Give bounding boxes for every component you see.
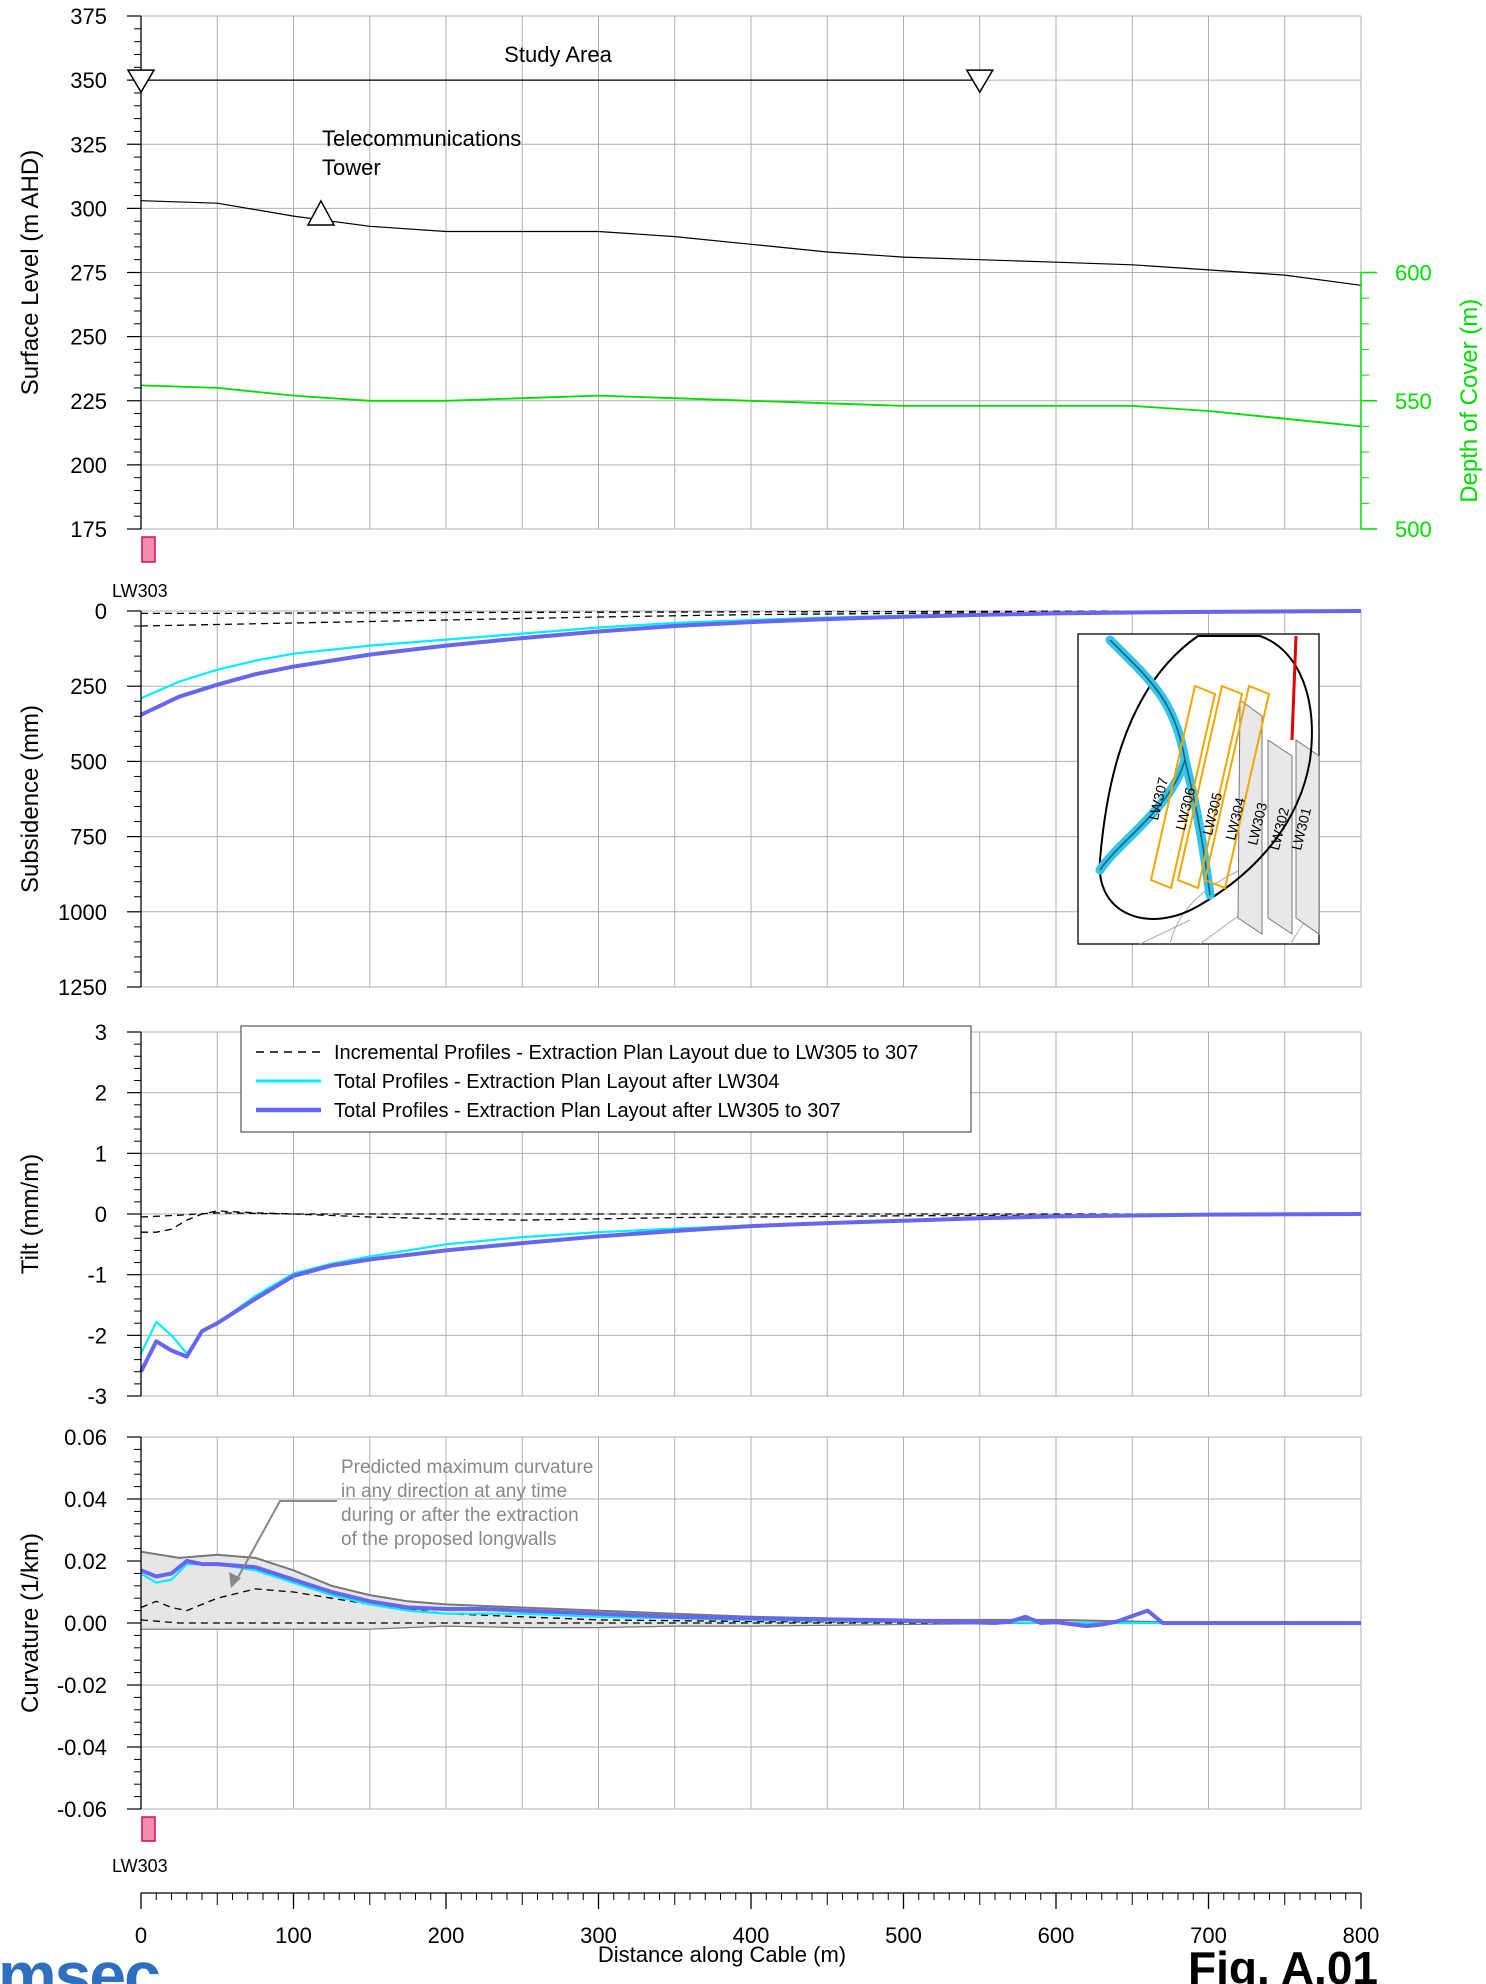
y-tick-label-subsidence: 1000 [58, 900, 107, 925]
y-tick-label-surface: 250 [70, 325, 107, 350]
x-tick-label: 500 [885, 1923, 922, 1948]
figure-label: Fig. A.01 [1188, 1942, 1378, 1984]
study-area-marker [126, 69, 156, 94]
y-tick-label-surface: 375 [70, 4, 107, 29]
y-tick-label-curvature: 0.02 [64, 1549, 107, 1574]
x-tick-label: 700 [1190, 1923, 1227, 1948]
y-tick-label-tilt: -3 [87, 1384, 107, 1409]
legend: Incremental Profiles - Extraction Plan L… [240, 1025, 972, 1133]
company-logo: msec [0, 1938, 159, 1984]
series-surface-surface [140, 200, 1362, 286]
y-tick-label-tilt: 1 [95, 1141, 107, 1166]
inset-panel-existing-west [1237, 699, 1263, 935]
curvature-note-4: of the proposed longwalls [341, 1529, 556, 1550]
envelope-lower-line [141, 1622, 1361, 1630]
x-tick-label: 0 [135, 1923, 147, 1948]
panel-marker-label-top: LW303 [112, 581, 168, 601]
y-tick-label-tilt: 3 [95, 1020, 107, 1045]
y2-tick-label: 600 [1395, 261, 1432, 286]
annotation-arrow-head [229, 1572, 241, 1588]
x-tick-label: 600 [1038, 1923, 1075, 1948]
y-tick-label-tilt: -1 [87, 1263, 107, 1288]
y-tick-label-subsidence: 500 [70, 749, 107, 774]
y-tick-label-tilt: 0 [95, 1202, 107, 1227]
y-tick-label-surface: 350 [70, 68, 107, 93]
y-tick-label-tilt: 2 [95, 1081, 107, 1106]
y-tick-label-tilt: -2 [87, 1323, 107, 1348]
y-tick-label-subsidence: 0 [95, 599, 107, 624]
y-axis-title-subsidence: Subsidence (mm) [17, 705, 44, 893]
curvature-note-1: Predicted maximum curvature [341, 1457, 593, 1478]
series-total_lw307-subsidence [140, 609, 1362, 717]
y-tick-label-curvature: -0.02 [57, 1673, 107, 1698]
y-axis-title-tilt: Tilt (mm/m) [17, 1154, 44, 1274]
legend-label-total-lw307: Total Profiles - Extraction Plan Layout … [334, 1100, 841, 1122]
curvature-note-3: during or after the extraction [341, 1505, 579, 1526]
y-tick-label-surface: 200 [70, 453, 107, 478]
annotations [126, 69, 995, 1842]
y-tick-label-curvature: -0.06 [57, 1797, 107, 1822]
y2-tick-label: 500 [1395, 517, 1432, 542]
y-tick-label-curvature: -0.04 [57, 1735, 107, 1760]
y-tick-label-surface: 275 [70, 261, 107, 286]
y-tick-label-curvature: 0.00 [64, 1611, 107, 1636]
legend-label-total-lw304: Total Profiles - Extraction Plan Layout … [334, 1071, 779, 1093]
inset-panel-lw306 [1176, 684, 1244, 890]
study-area-marker [965, 69, 995, 94]
x-axis-title: Distance along Cable (m) [598, 1942, 846, 1967]
y-tick-label-surface: 175 [70, 517, 107, 542]
study-area-label: Study Area [504, 42, 612, 67]
static-text: Study Area Telecommunications Tower LW30… [0, 42, 1378, 1984]
y2-axis-title: Depth of Cover (m) [1456, 299, 1483, 503]
x-tick-label: 800 [1343, 1923, 1380, 1948]
inset-study-boundary [1098, 635, 1313, 920]
series-total_lw307-curvature [140, 1559, 1361, 1629]
annotation-arrow-line [235, 1500, 337, 1582]
y-tick-label-subsidence: 750 [70, 825, 107, 850]
x-tick-label: 100 [275, 1923, 312, 1948]
y-tick-label-surface: 300 [70, 196, 107, 221]
x-tick-label: 300 [580, 1923, 617, 1948]
y-axis-title-curvature: Curvature (1/km) [17, 1533, 44, 1713]
inset-panel-lw307 [1149, 684, 1217, 890]
tower-marker [306, 199, 336, 226]
y-tick-label-curvature: 0.04 [64, 1487, 107, 1512]
inset-roads [1139, 869, 1320, 945]
panel-marker-top [141, 536, 156, 563]
legend-label-incremental: Incremental Profiles - Extraction Plan L… [334, 1042, 918, 1064]
series-incremental-tilt [141, 1210, 1362, 1233]
x-tick-label: 200 [428, 1923, 465, 1948]
y-tick-label-subsidence: 1250 [58, 975, 107, 1000]
inset-panel-lw305 [1203, 684, 1271, 890]
axes [127, 15, 1377, 1909]
y-tick-label-surface: 225 [70, 389, 107, 414]
y-tick-label-curvature: 0.06 [64, 1425, 107, 1450]
curvature-note-2: in any direction at any time [341, 1481, 567, 1502]
panel-marker-label-bottom: LW303 [112, 1856, 168, 1876]
tower-label-line1: Telecommunications [322, 126, 521, 151]
x-tick-label: 400 [733, 1923, 770, 1948]
inset-cable [1290, 635, 1298, 741]
legend-box [240, 1025, 972, 1133]
y-axis-title-surface: Surface Level (m AHD) [17, 150, 44, 395]
panel-marker-bottom [141, 1816, 156, 1842]
series-cover-surface [140, 384, 1362, 428]
y-tick-label-subsidence: 250 [70, 674, 107, 699]
series-total_lw307-tilt [139, 1212, 1362, 1373]
data-series [139, 200, 1362, 1629]
y2-tick-label: 550 [1395, 389, 1432, 414]
y-tick-label-surface: 325 [70, 132, 107, 157]
tower-label-line2: Tower [322, 155, 381, 180]
